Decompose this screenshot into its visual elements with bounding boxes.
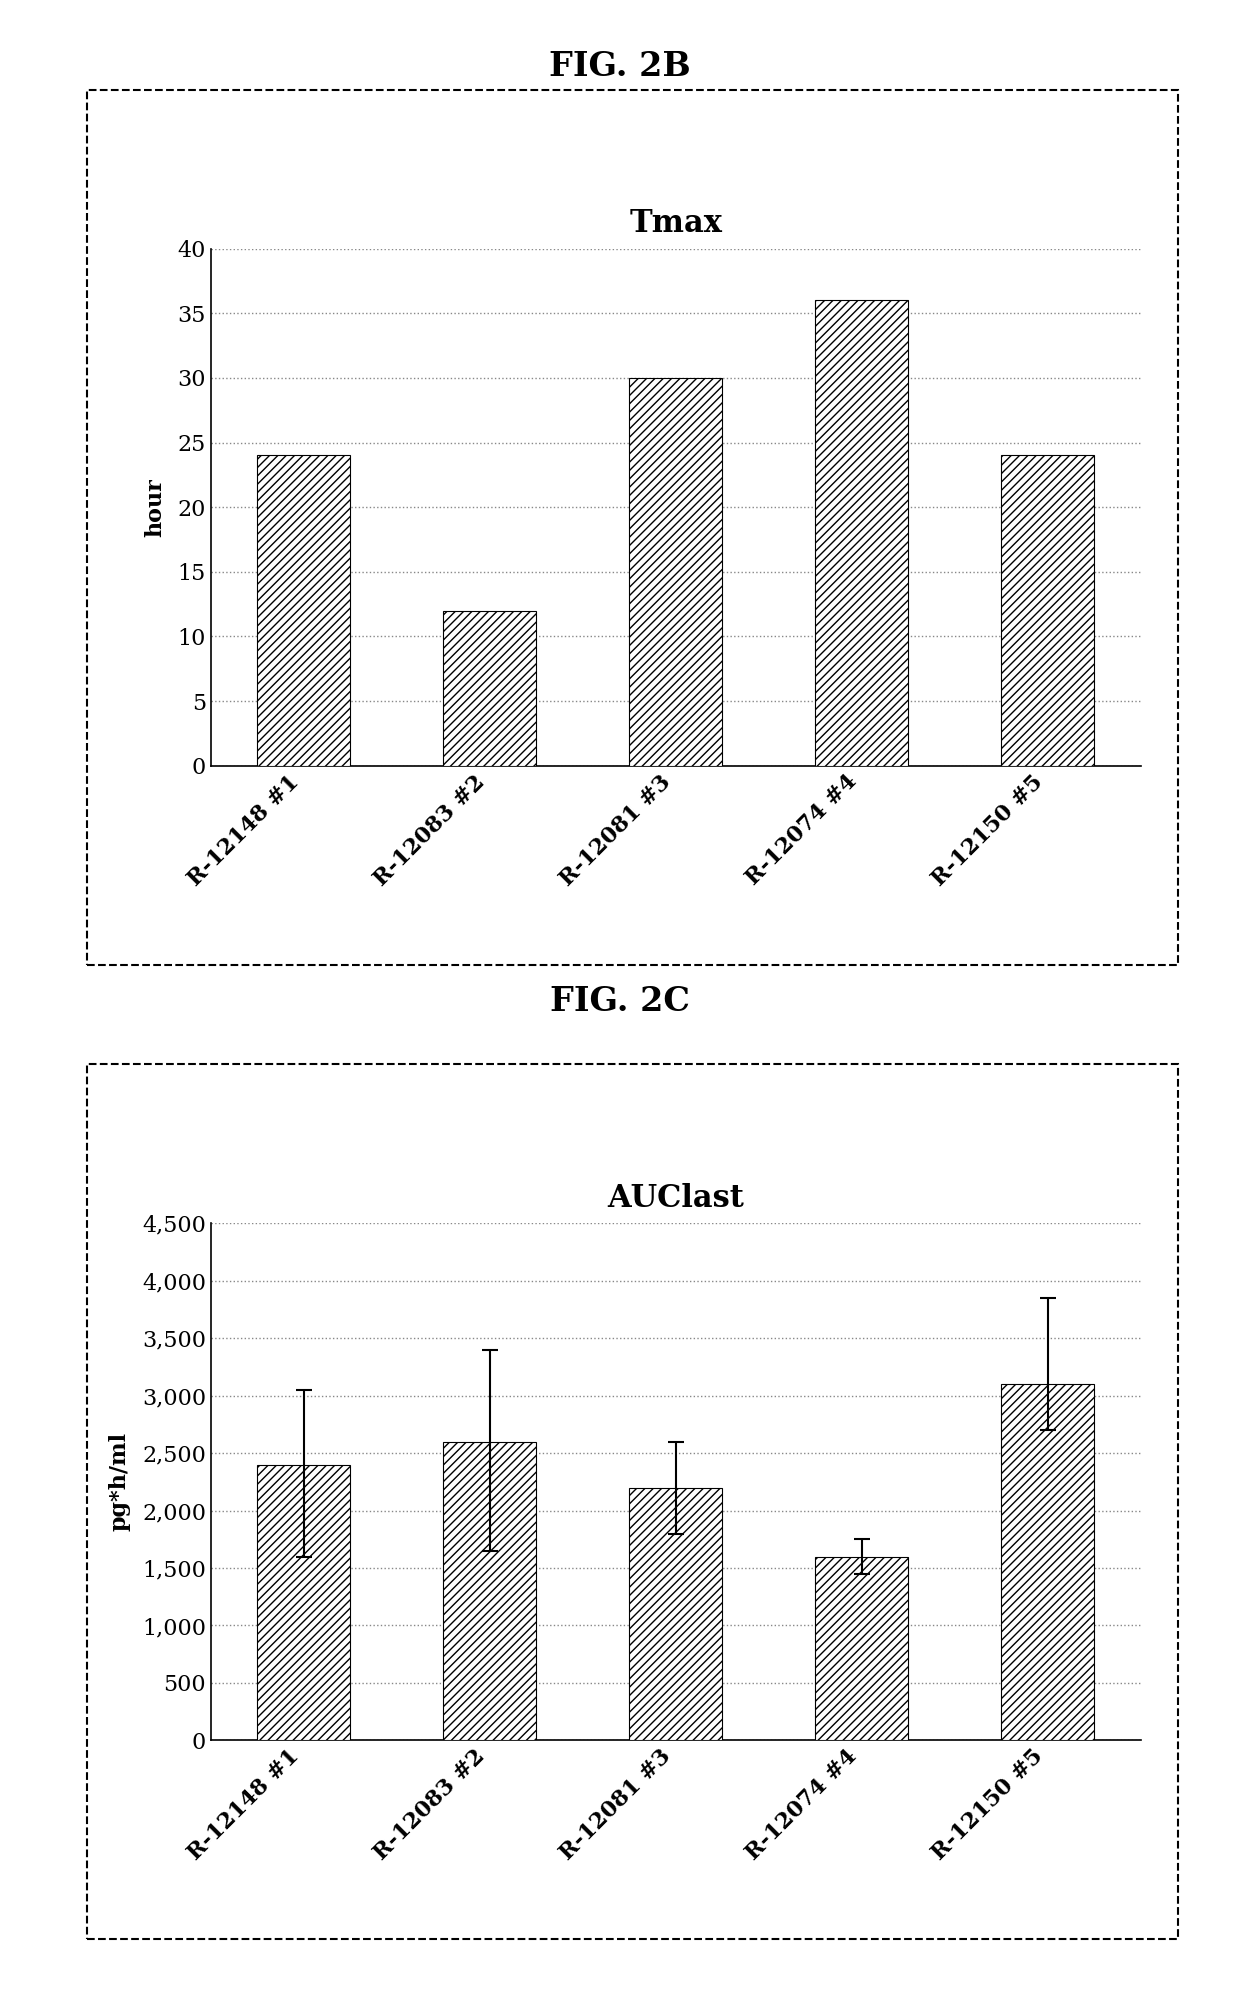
Bar [629, 378, 722, 766]
Text: FIG. 2C: FIG. 2C [551, 985, 689, 1018]
Text: FIG. 2B: FIG. 2B [549, 50, 691, 84]
Bar [258, 455, 351, 766]
Title: Tmax: Tmax [630, 209, 722, 239]
Bar [629, 1488, 722, 1740]
Bar [816, 1557, 908, 1740]
Title: AUClast: AUClast [608, 1183, 744, 1213]
Bar [444, 611, 536, 766]
Bar [258, 1464, 351, 1740]
Bar [816, 300, 908, 766]
Bar [1002, 455, 1094, 766]
Bar [1002, 1384, 1094, 1740]
Y-axis label: hour: hour [144, 477, 166, 537]
Y-axis label: pg*h/ml: pg*h/ml [109, 1432, 130, 1532]
Bar [444, 1442, 536, 1740]
